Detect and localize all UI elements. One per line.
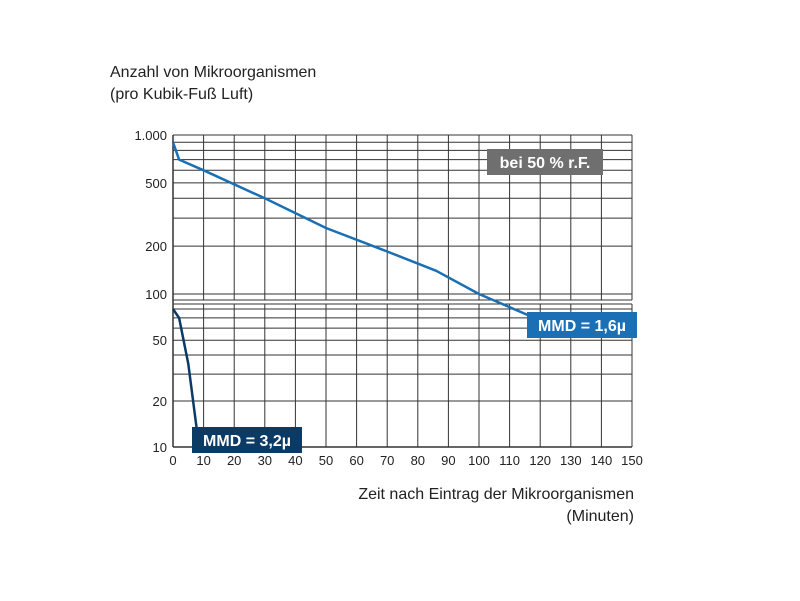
series-label-2-box bbox=[192, 427, 302, 453]
series-labels: bei 50 % r.F. MMD = 1,6µ MMD = 3,2µ bbox=[192, 149, 637, 453]
x-tick-label: 70 bbox=[380, 453, 394, 468]
x-tick-label: 10 bbox=[196, 453, 210, 468]
x-axis-title-line2: (Minuten) bbox=[566, 508, 634, 525]
series-label-2: MMD = 3,2µ bbox=[192, 427, 302, 453]
series-label-1-box bbox=[527, 312, 637, 338]
x-tick-label: 80 bbox=[411, 453, 425, 468]
y-axis-title-line1: Anzahl von Mikroorganismen bbox=[110, 64, 317, 81]
x-tick-label: 120 bbox=[529, 453, 551, 468]
y-tick-label: 10 bbox=[153, 440, 167, 455]
series-label-1-text: MMD = 1,6µ bbox=[538, 318, 626, 335]
condition-label-box bbox=[487, 149, 603, 175]
x-tick-label: 100 bbox=[468, 453, 490, 468]
condition-label: bei 50 % r.F. bbox=[487, 149, 603, 175]
x-tick-label: 90 bbox=[441, 453, 455, 468]
x-axis-title-line1: Zeit nach Eintrag der Mikroorganismen bbox=[358, 486, 634, 503]
y-axis-title-line2: (pro Kubik-Fuß Luft) bbox=[110, 86, 254, 103]
y-axis-title: Anzahl von Mikroorganismen (pro Kubik-Fu… bbox=[110, 62, 316, 106]
series-label-1: MMD = 1,6µ bbox=[527, 312, 637, 338]
x-tick-label: 140 bbox=[591, 453, 613, 468]
grid bbox=[172, 134, 633, 448]
series-label-2-text: MMD = 3,2µ bbox=[203, 433, 291, 450]
y-tick-labels: 1.000 500 200 100 50 20 10 bbox=[134, 128, 167, 455]
x-axis-title: Zeit nach Eintrag der Mikroorganismen (M… bbox=[358, 484, 634, 528]
x-tick-label: 150 bbox=[621, 453, 643, 468]
y-tick-label: 20 bbox=[153, 394, 167, 409]
y-tick-label: 100 bbox=[145, 287, 167, 302]
x-tick-label: 60 bbox=[349, 453, 363, 468]
x-tick-label: 40 bbox=[288, 453, 302, 468]
y-tick-label: 200 bbox=[145, 239, 167, 254]
y-tick-label: 1.000 bbox=[134, 128, 167, 143]
y-tick-label: 50 bbox=[153, 333, 167, 348]
x-tick-label: 30 bbox=[258, 453, 272, 468]
x-tick-labels: 0 10 20 30 40 50 60 70 80 90 100 110 120 130 140 150 bbox=[169, 453, 642, 468]
series-line-2 bbox=[171, 308, 202, 448]
x-tick-label: 50 bbox=[319, 453, 333, 468]
y-tick-label: 500 bbox=[145, 176, 167, 191]
series-line-1 bbox=[171, 141, 529, 317]
x-tick-label: 20 bbox=[227, 453, 241, 468]
x-tick-label: 110 bbox=[499, 453, 520, 468]
condition-label-text: bei 50 % r.F. bbox=[500, 155, 591, 172]
x-tick-label: 0 bbox=[169, 453, 176, 468]
x-tick-label: 130 bbox=[560, 453, 582, 468]
